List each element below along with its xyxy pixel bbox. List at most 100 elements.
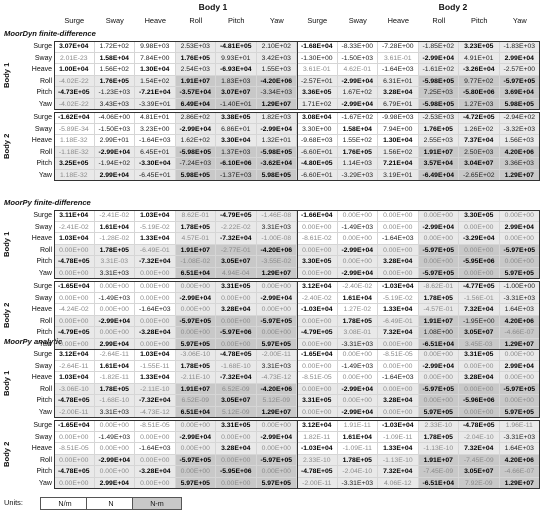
matrix-cell: 5.12E-09 xyxy=(216,406,257,418)
matrix-cell: 7.21E+04 xyxy=(378,158,419,170)
matrix-cell: 6.52E-09 xyxy=(175,395,216,407)
matrix-cell: -2.99E+04 xyxy=(418,52,459,64)
matrix-cell: -5.98E+05 xyxy=(418,75,459,87)
matrix-cell: 3.28E+04 xyxy=(378,87,419,99)
matrix-cell: 0.00E+00 xyxy=(459,360,500,372)
matrix-cell: -7.32E+04 xyxy=(216,233,257,245)
row-label: Pitch xyxy=(36,160,52,167)
matrix-cell: 3.31E-03 xyxy=(94,256,135,268)
matrix-cell: 1.55E+02 xyxy=(337,135,378,147)
matrix-cell: 7.32E+04 xyxy=(378,466,419,478)
matrix-cell: 3.05E+07 xyxy=(459,327,500,339)
matrix-cell: -5.96E+06 xyxy=(459,395,500,407)
matrix-cell: -2.11E-10 xyxy=(175,372,216,384)
matrix-cell: 0.00E+00 xyxy=(256,327,297,339)
matrix-cell: -9.68E+03 xyxy=(297,135,338,147)
section-title: MoorPy finite-difference xyxy=(4,198,91,207)
matrix-cell: 1.08E+00 xyxy=(418,327,459,339)
matrix-cell: -4.20E+06 xyxy=(256,383,297,395)
matrix-cell: 0.00E+00 xyxy=(378,244,419,256)
matrix-cell: -1.03E+04 xyxy=(378,420,419,432)
matrix-cell: -3.31E+03 xyxy=(499,292,540,304)
matrix-cell: -5.97E+05 xyxy=(256,315,297,327)
matrix-cell: 0.00E+00 xyxy=(337,372,378,384)
matrix-cell: -8.33E+00 xyxy=(337,41,378,53)
matrix-cell: 3.61E-01 xyxy=(378,52,419,64)
matrix-cell: -1.64E+03 xyxy=(378,372,419,384)
matrix-cell: -4.77E+05 xyxy=(459,281,500,293)
matrix-cell: -7.28E+00 xyxy=(378,41,419,53)
matrix-cell: 7.94E+00 xyxy=(378,123,419,135)
matrix-cell: 3.12E+04 xyxy=(54,349,95,361)
matrix-cell: -4.80E+05 xyxy=(297,158,338,170)
matrix-cell: -2.77E-01 xyxy=(216,244,257,256)
matrix-cell: 1.67E+02 xyxy=(337,87,378,99)
matrix-cell: 3.12E+04 xyxy=(297,281,338,293)
matrix-cell: -2.99E+04 xyxy=(418,360,459,372)
matrix-cell: 1.78E+05 xyxy=(337,454,378,466)
matrix-cell: 0.00E+00 xyxy=(135,292,176,304)
row-label: Heave xyxy=(31,374,52,381)
row-label: Sway xyxy=(34,433,52,441)
matrix-cell: -5.80E+06 xyxy=(459,87,500,99)
matrix-cell: -6.51E+04 xyxy=(418,477,459,489)
matrix-cell: 1.72E+02 xyxy=(94,41,135,53)
matrix-cell: -3.30E+04 xyxy=(135,158,176,170)
matrix-cell: 3.31E+03 xyxy=(256,360,297,372)
matrix-cell: -2.65E+02 xyxy=(459,169,500,181)
matrix-cell: 1.91E+07 xyxy=(175,75,216,87)
matrix-cell: -1.64E+03 xyxy=(135,304,176,316)
row-label: Sway xyxy=(34,223,52,231)
matrix-cell: 4.20E+06 xyxy=(499,315,540,327)
matrix-cell: -3.55E-02 xyxy=(256,256,297,268)
matrix-cell: 0.00E+00 xyxy=(256,466,297,478)
matrix-cell: 1.82E+03 xyxy=(256,112,297,124)
matrix-cell: 1.76E+05 xyxy=(94,75,135,87)
body-divider xyxy=(297,349,298,418)
matrix-cell: 0.00E+00 xyxy=(54,315,95,327)
matrix-cell: -2.99E+04 xyxy=(337,75,378,87)
matrix-cell: 0.00E+00 xyxy=(337,349,378,361)
matrix-cell: 4.91E+01 xyxy=(459,52,500,64)
units-label: Units: xyxy=(4,498,23,507)
body-divider xyxy=(297,112,298,181)
matrix-cell: 5.12E-09 xyxy=(256,395,297,407)
matrix-cell: 0.00E+00 xyxy=(175,420,216,432)
matrix-cell: -1.55E-11 xyxy=(135,360,176,372)
body-label: Body 2 xyxy=(2,133,11,160)
matrix-cell: -1.68E-10 xyxy=(216,360,257,372)
matrix-cell: -4.73E-12 xyxy=(135,406,176,418)
row-label: Surge xyxy=(33,114,52,121)
matrix-cell: 1.76E+05 xyxy=(418,123,459,135)
matrix-cell: 3.28E+04 xyxy=(378,256,419,268)
matrix-cell: 4.20E+06 xyxy=(499,146,540,158)
matrix-cell: 1.64E+03 xyxy=(499,443,540,455)
matrix-cell: -3.29E+04 xyxy=(459,233,500,245)
matrix-cell: 0.00E+00 xyxy=(175,304,216,316)
matrix-cell: -3.06E-10 xyxy=(175,349,216,361)
body-divider xyxy=(297,210,298,279)
matrix-cell: 2.86E+02 xyxy=(175,112,216,124)
matrix-cell: 3.31E+05 xyxy=(216,420,257,432)
matrix-cell: -8.51E-05 xyxy=(297,372,338,384)
matrix-cell: -3.57E+04 xyxy=(175,87,216,99)
row-label: Heave xyxy=(31,445,52,452)
matrix-cell: 5.97E+05 xyxy=(418,406,459,418)
matrix-cell: -1.49E+03 xyxy=(94,292,135,304)
body1-header: Body 1 xyxy=(198,2,228,12)
matrix-cell: -3.31E+03 xyxy=(499,431,540,443)
row-label: Pitch xyxy=(36,468,52,475)
matrix-cell: -4.73E+05 xyxy=(54,87,95,99)
matrix-cell: 1.64E+03 xyxy=(499,304,540,316)
matrix-cell: 1.83E+03 xyxy=(216,75,257,87)
matrix-cell: -6.45E+01 xyxy=(135,169,176,181)
matrix-cell: -2.94E+02 xyxy=(499,112,540,124)
matrix-cell: 1.03E+04 xyxy=(54,233,95,245)
matrix-cell: -6.49E-01 xyxy=(135,244,176,256)
matrix-cell: -1.23E+03 xyxy=(94,87,135,99)
matrix-cell: -2.99E+04 xyxy=(337,267,378,279)
matrix-cell: -3.62E+04 xyxy=(256,158,297,170)
matrix-cell: 0.00E+00 xyxy=(297,244,338,256)
matrix-cell: -3.29E+03 xyxy=(337,169,378,181)
matrix-cell: 1.78E+05 xyxy=(418,292,459,304)
